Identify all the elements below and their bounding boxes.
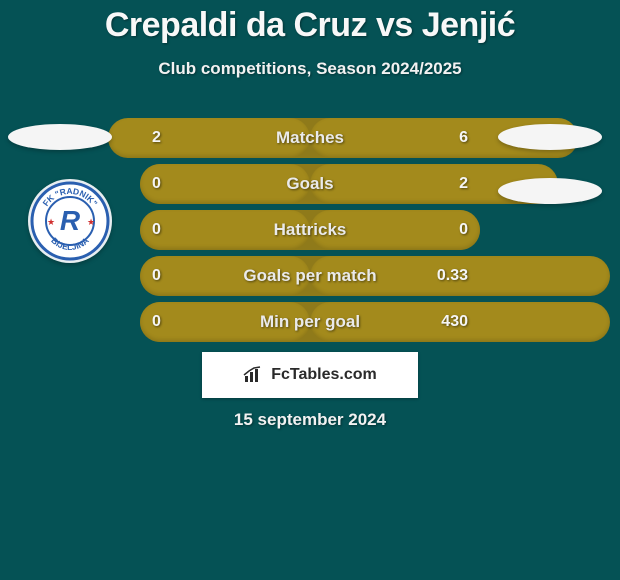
bar-chart-icon <box>243 366 265 384</box>
stat-value-right: 6 <box>459 118 468 158</box>
stat-value-left: 2 <box>152 118 161 158</box>
svg-text:★: ★ <box>47 217 55 227</box>
svg-text:R: R <box>60 205 81 236</box>
right-player-ellipse-1 <box>498 124 602 150</box>
stat-value-left: 0 <box>152 256 161 296</box>
stat-value-left: 0 <box>152 210 161 250</box>
bar-left <box>108 118 311 158</box>
attribution-text: FcTables.com <box>271 366 377 384</box>
bar-left <box>140 164 310 204</box>
page-title: Crepaldi da Cruz vs Jenjić <box>0 0 620 45</box>
svg-text:★: ★ <box>87 217 95 227</box>
stat-row: Min per goal0430 <box>0 302 620 342</box>
stat-value-right: 430 <box>441 302 468 342</box>
left-player-ellipse <box>8 124 112 150</box>
stat-row: Goals per match00.33 <box>0 256 620 296</box>
footer-date: 15 september 2024 <box>0 410 620 430</box>
stat-value-left: 0 <box>152 302 161 342</box>
attribution-box: FcTables.com <box>202 352 418 398</box>
bar-right <box>310 210 480 250</box>
bar-left <box>140 210 310 250</box>
subtitle: Club competitions, Season 2024/2025 <box>0 59 620 79</box>
stat-value-left: 0 <box>152 164 161 204</box>
stat-value-right: 0.33 <box>437 256 468 296</box>
right-player-ellipse-2 <box>498 178 602 204</box>
stat-value-right: 2 <box>459 164 468 204</box>
bar-left <box>140 302 310 342</box>
stat-value-right: 0 <box>459 210 468 250</box>
club-badge: FK "RADNIK" BIJELJINA R ★ ★ <box>28 179 112 263</box>
bar-left <box>140 256 310 296</box>
